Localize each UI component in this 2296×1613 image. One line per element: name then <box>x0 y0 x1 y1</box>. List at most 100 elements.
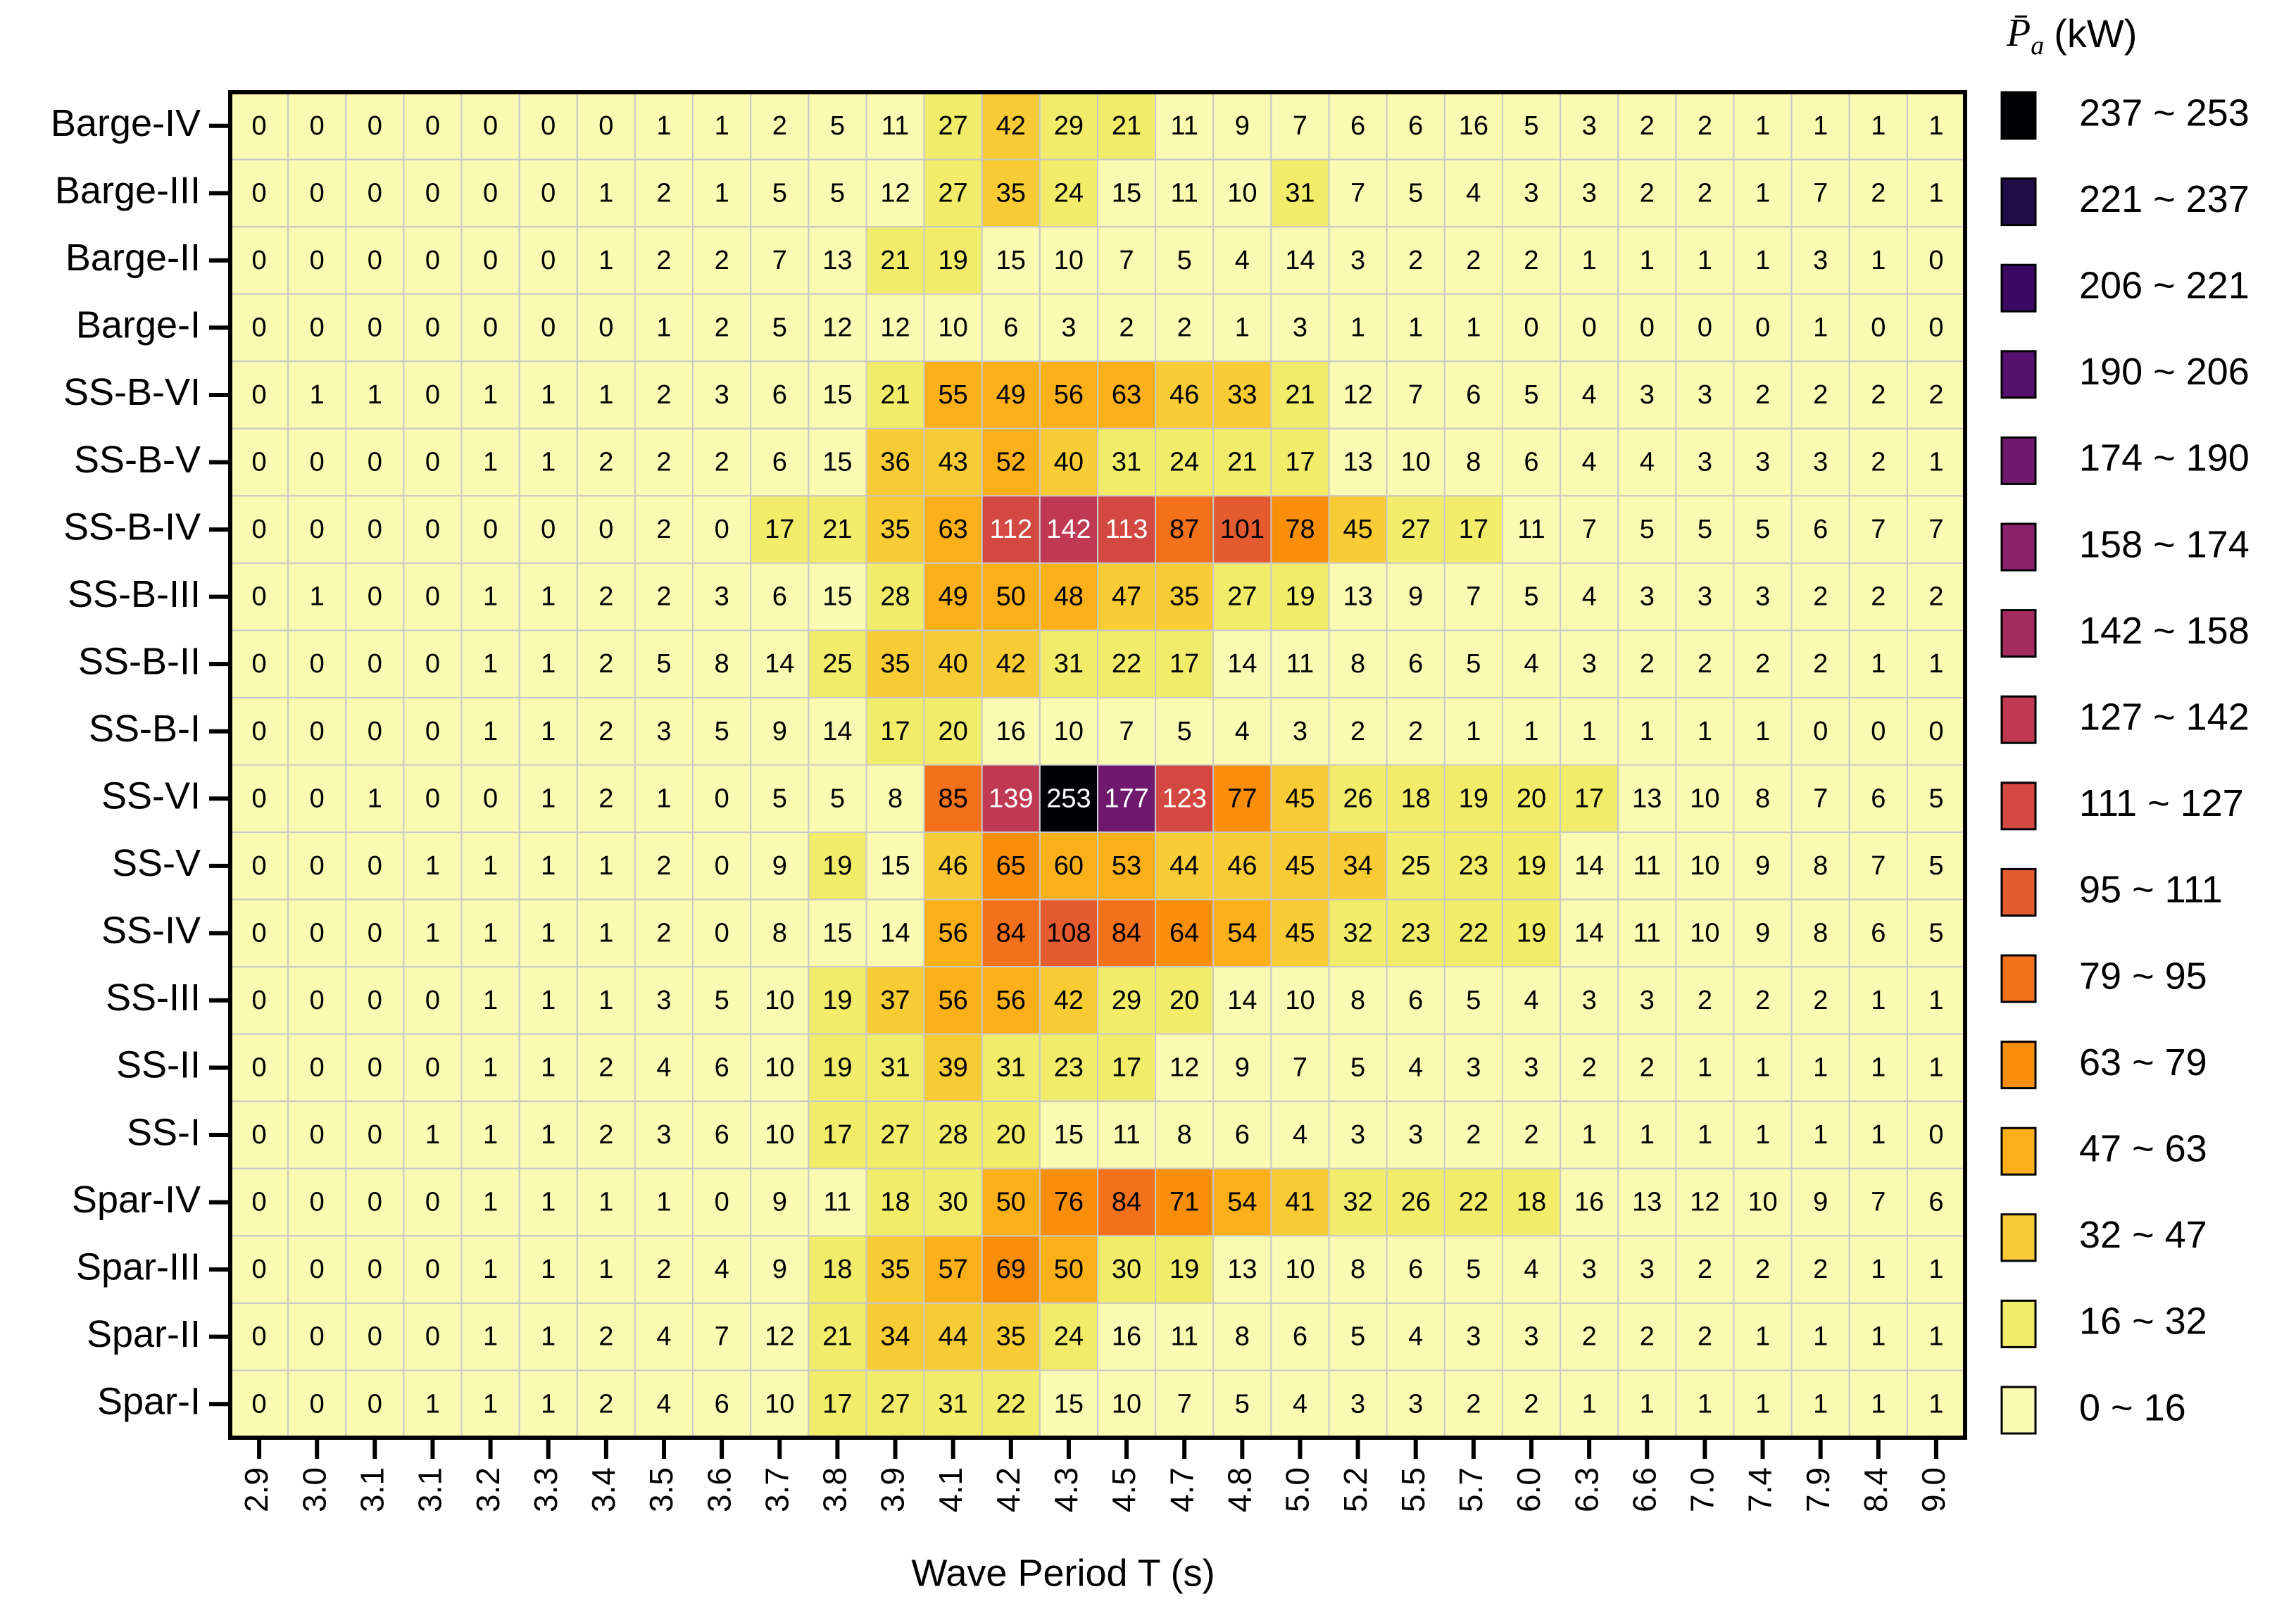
legend-label: 111 ~ 127 <box>2079 782 2244 824</box>
cell-label: 7 <box>1871 851 1886 881</box>
cell <box>1386 696 1445 766</box>
cell-label: 28 <box>880 582 910 612</box>
cell <box>1848 427 1908 497</box>
cell-label: 2 <box>598 448 613 477</box>
cell-label: 2 <box>715 448 729 477</box>
cell <box>1501 1369 1562 1438</box>
cell-label: 8 <box>1177 1120 1192 1150</box>
cell <box>1443 831 1503 900</box>
cell <box>1560 158 1619 228</box>
cell-label: 0 <box>715 851 729 881</box>
cell-label: 1 <box>1813 1120 1828 1150</box>
cell-label: 54 <box>1227 1188 1257 1217</box>
cell-label: 1 <box>541 649 556 679</box>
cell <box>865 1033 925 1103</box>
cell-label: 2 <box>656 1255 671 1284</box>
cell-label: 0 <box>541 178 556 208</box>
cell-label: 16 <box>1459 111 1488 141</box>
cell <box>518 226 578 295</box>
cell-label: 0 <box>1582 313 1597 342</box>
cell-label: 3 <box>1350 1389 1365 1419</box>
cell-label: 2 <box>598 1322 613 1352</box>
cell <box>981 226 1041 295</box>
cell-label: 84 <box>996 918 1026 948</box>
cell <box>1906 966 1966 1035</box>
cell-label: 0 <box>368 1188 382 1217</box>
legend-swatch <box>2000 954 2037 1003</box>
cell-label: 10 <box>1054 717 1084 746</box>
cell <box>1212 1033 1272 1103</box>
cell <box>1501 1235 1562 1304</box>
cell-label: 20 <box>1517 784 1546 813</box>
cell <box>981 1033 1041 1103</box>
cell-label: 36 <box>880 448 910 477</box>
cell-label: 4 <box>1582 448 1597 477</box>
cell-label: 14 <box>1227 986 1257 1015</box>
cell-label: 41 <box>1285 1188 1315 1217</box>
cell-label: 3 <box>1640 380 1655 410</box>
cell-label: 5 <box>1177 246 1192 275</box>
cell-label: 7 <box>1813 784 1828 813</box>
cell-label: 4 <box>656 1322 671 1352</box>
cell-label: 9 <box>772 1255 787 1284</box>
cell-label: 5 <box>1350 1322 1365 1352</box>
cell <box>518 966 578 1035</box>
cell-label: 2 <box>1698 649 1712 679</box>
cell <box>1848 764 1908 834</box>
x-tick-label: 6.3 <box>1568 1467 1605 1512</box>
cell <box>460 1167 520 1237</box>
cell <box>981 1100 1041 1169</box>
cell-label: 0 <box>368 448 382 477</box>
cell-label: 1 <box>598 246 613 275</box>
cell-label: 12 <box>765 1322 794 1352</box>
cell-label: 7 <box>1350 178 1365 208</box>
cell-label: 2 <box>1871 380 1886 410</box>
cell-label: 27 <box>939 178 968 208</box>
cell <box>576 360 636 429</box>
cell <box>808 1033 867 1103</box>
cell <box>1501 1167 1562 1237</box>
cell <box>403 831 463 900</box>
cell-label: 1 <box>541 582 556 612</box>
cell-label: 11 <box>1170 111 1198 141</box>
cell <box>692 495 752 564</box>
cell <box>230 158 289 228</box>
cell <box>1675 562 1735 632</box>
cell-label: 7 <box>1928 515 1943 544</box>
cell-label: 21 <box>822 515 852 544</box>
cell-label: 2 <box>1813 986 1828 1015</box>
legend-swatch <box>2000 350 2037 399</box>
cell <box>1386 1302 1445 1372</box>
cell-label: 2 <box>656 851 671 881</box>
cell <box>865 764 925 834</box>
cell-label: 0 <box>368 1255 382 1284</box>
cell <box>1097 226 1157 295</box>
cell <box>1328 1235 1388 1304</box>
cell-label: 5 <box>1350 1053 1365 1083</box>
cell <box>1212 764 1272 834</box>
cell-label: 0 <box>310 1322 325 1352</box>
cell <box>1617 966 1677 1035</box>
cell-label: 1 <box>1755 717 1770 746</box>
cell-label: 0 <box>483 515 498 544</box>
cell-label: 0 <box>425 246 440 275</box>
cell <box>1328 92 1388 161</box>
cell-label: 4 <box>1640 448 1655 477</box>
cell-label: 0 <box>1928 313 1943 342</box>
cell <box>1039 158 1099 228</box>
cell-label: 2 <box>1813 1255 1828 1284</box>
cell <box>1675 831 1735 900</box>
legend-swatch <box>2000 1126 2037 1176</box>
cell <box>1386 158 1445 228</box>
cell <box>1906 1100 1966 1169</box>
cell-label: 0 <box>310 246 325 275</box>
cell-label: 1 <box>541 1120 556 1150</box>
cell <box>1560 226 1619 295</box>
cell <box>692 629 752 698</box>
cell-label: 0 <box>368 851 382 881</box>
legend-swatch <box>2000 1213 2037 1262</box>
cell-label: 1 <box>483 717 498 746</box>
cell <box>403 1100 463 1169</box>
cell-label: 11 <box>824 1188 851 1217</box>
cell-label: 6 <box>772 582 787 612</box>
